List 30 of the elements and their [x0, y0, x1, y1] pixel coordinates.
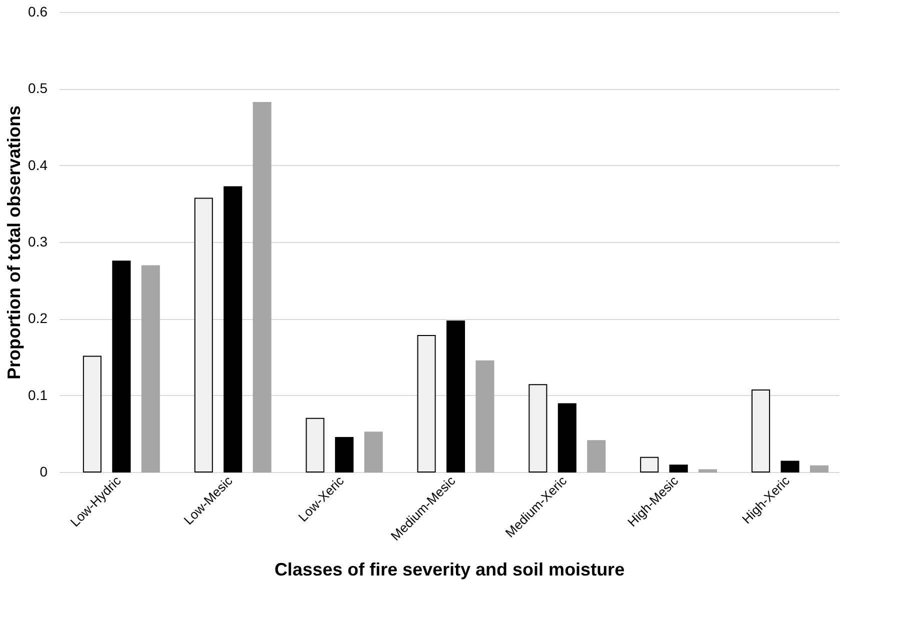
- bar: [669, 464, 688, 472]
- bar: [698, 469, 718, 472]
- bar: [558, 403, 576, 472]
- y-tick-label: 0: [40, 464, 48, 480]
- bar: [112, 260, 131, 472]
- bar: [224, 186, 242, 472]
- bar: [587, 440, 606, 472]
- bar: [528, 384, 548, 472]
- bar: [780, 460, 800, 472]
- bar: [364, 432, 383, 472]
- y-tick-label: 0.1: [28, 386, 48, 403]
- bar: [810, 465, 829, 472]
- bar: [252, 102, 272, 472]
- x-axis-title: Classes of fire severity and soil moisture: [274, 559, 625, 580]
- bar: [82, 356, 102, 472]
- y-tick-label: 0.2: [28, 310, 48, 326]
- bar: [194, 198, 213, 472]
- y-tick-label: 0.3: [28, 234, 48, 250]
- y-tick-label: 0.5: [28, 80, 48, 96]
- y-axis-title: Proportion of total observations: [4, 105, 24, 380]
- y-tick-label: 0.6: [28, 4, 48, 20]
- bar: [446, 320, 465, 472]
- bar: [335, 437, 354, 472]
- bar: [752, 389, 770, 472]
- bar: [640, 456, 659, 472]
- y-tick-label: 0.4: [28, 156, 48, 173]
- bar: [417, 335, 436, 472]
- bar: [141, 265, 160, 472]
- bar: [306, 418, 324, 472]
- bar: [476, 360, 494, 472]
